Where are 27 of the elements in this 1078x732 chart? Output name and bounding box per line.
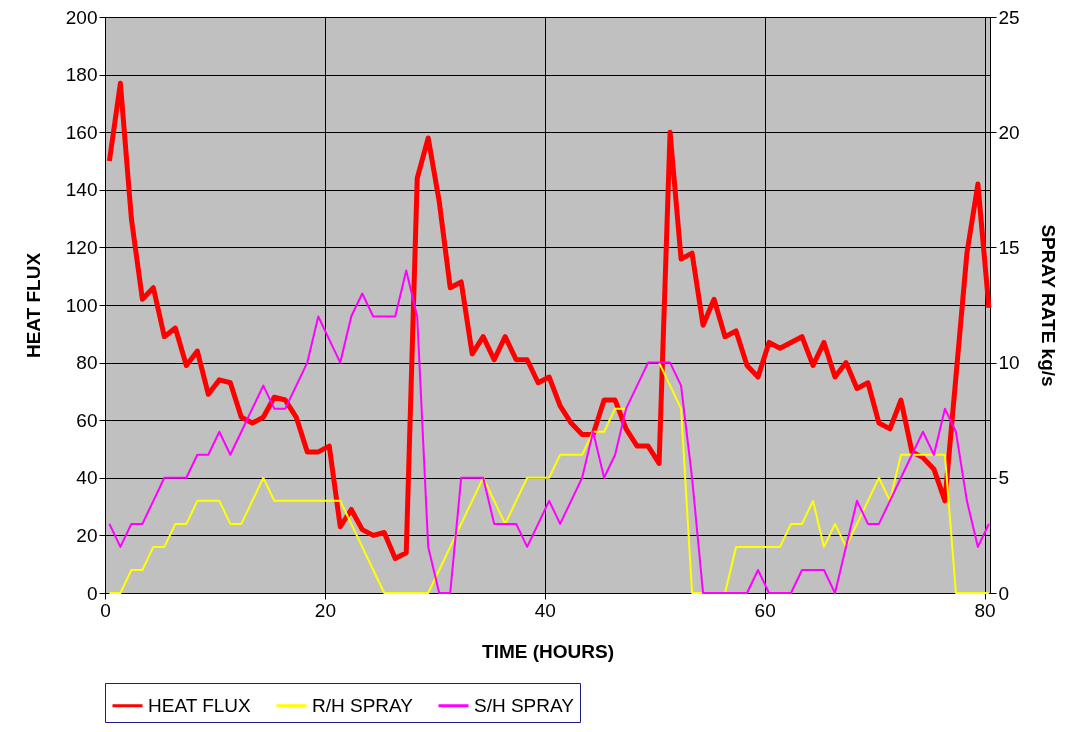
legend-label: R/H SPRAY [312,694,414,716]
y2-axis-title: SPRAY RATE kg/s [1037,224,1059,387]
x-tick-label: 80 [974,599,996,621]
y-axis-title: HEAT FLUX [22,252,44,359]
y-tick-label: 60 [76,409,98,431]
y2-tick-label: 0 [998,582,1010,604]
y-tick-label: 80 [76,352,98,374]
x-tick-label: 60 [754,599,776,621]
y-tick-label: 0 [86,582,98,604]
legend-label: HEAT FLUX [148,694,252,716]
y2-tick-label: 10 [998,352,1020,374]
y-tick-label: 140 [65,179,98,201]
x-axis-title: TIME (HOURS) [482,640,614,662]
x-tick-label: 20 [314,599,336,621]
y-tick-label: 160 [65,121,98,143]
y2-tick-label: 15 [998,236,1020,258]
y2-tick-label: 20 [998,121,1020,143]
y-tick-label: 20 [76,524,98,546]
y2-tick-label: 5 [998,467,1010,489]
y-tick-label: 120 [65,236,98,258]
y-tick-label: 180 [65,64,98,86]
legend-label: S/H SPRAY [474,694,575,716]
x-tick-label: 40 [534,599,556,621]
y-tick-label: 200 [65,6,98,28]
y-tick-label: 40 [76,467,98,489]
y2-tick-label: 25 [998,6,1020,28]
y-tick-label: 100 [65,294,98,316]
